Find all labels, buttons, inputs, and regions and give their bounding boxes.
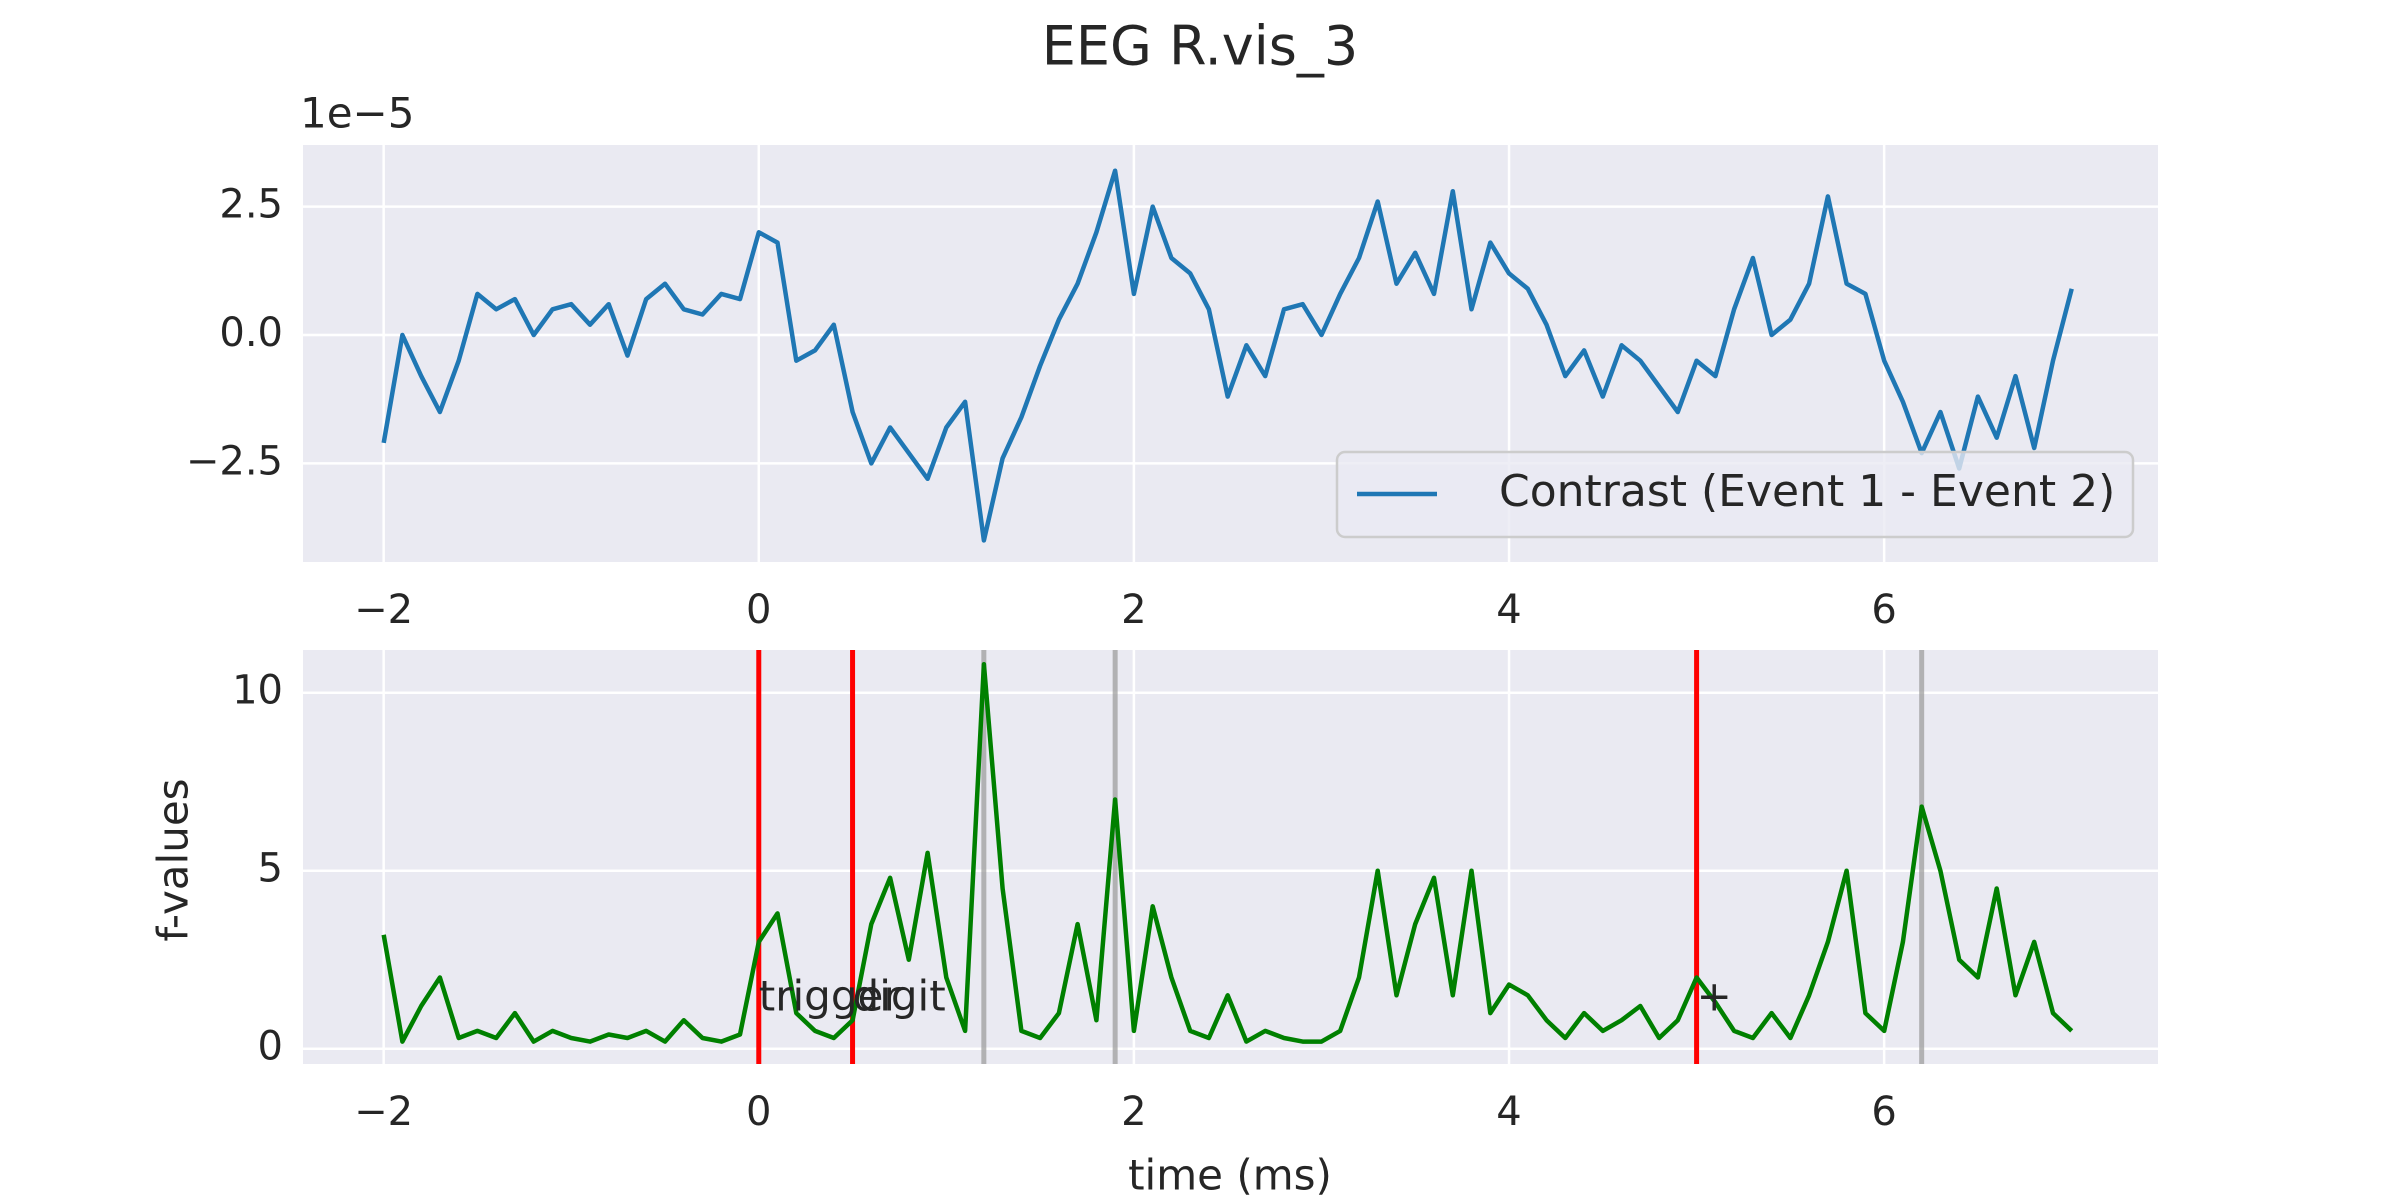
offset-label: 1e−5 [300, 89, 414, 138]
y-tick-label: −2.5 [186, 438, 283, 484]
y-tick-label: 10 [232, 668, 283, 714]
data-line [381, 661, 2074, 1044]
x-tick-label: 4 [1496, 1089, 1521, 1135]
legend: Contrast (Event 1 - Event 2) [1335, 450, 2135, 539]
data-line [381, 168, 2074, 543]
event-label: + [1697, 971, 1732, 1020]
x-tick-label: 2 [1121, 587, 1146, 633]
event-label: digit [853, 971, 946, 1020]
x-tick-label: 6 [1871, 587, 1896, 633]
x-tick-label: 0 [746, 587, 771, 633]
y-tick-label: 0.0 [219, 310, 283, 356]
legend-label: Contrast (Event 1 - Event 2) [1499, 466, 2115, 517]
x-tick-label: −2 [354, 1089, 413, 1135]
y-tick-label: 0 [258, 1024, 283, 1070]
x-tick-label: 6 [1871, 1089, 1896, 1135]
legend-box [1335, 450, 2135, 539]
x-axis-label: time (ms) [1128, 1151, 1332, 1200]
x-tick-label: 0 [746, 1089, 771, 1135]
chart-title: EEG R.vis_3 [1042, 15, 1358, 78]
x-tick-label: 2 [1121, 1089, 1146, 1135]
x-tick-label: −2 [354, 587, 413, 633]
plot-area [303, 650, 2158, 1064]
y-tick-label: 2.5 [219, 182, 283, 228]
x-tick-label: 4 [1496, 587, 1521, 633]
event-label: trigger [759, 971, 902, 1020]
y-tick-label: 5 [258, 846, 283, 892]
y-axis-label: f-values [149, 778, 198, 941]
